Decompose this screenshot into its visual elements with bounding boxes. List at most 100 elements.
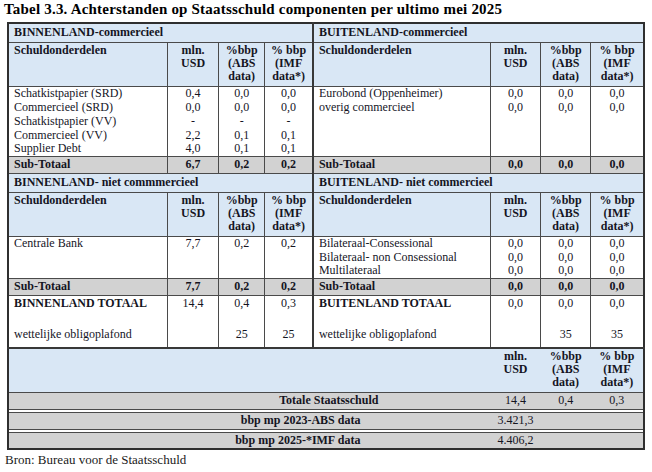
- summary-value: [541, 432, 591, 449]
- total-value: 14,4: [167, 295, 218, 312]
- row-value: 0,0: [591, 86, 644, 100]
- subtotal-label: Sub-Totaal: [8, 278, 167, 295]
- row-label: [8, 250, 167, 264]
- total-value: 0,3: [265, 295, 313, 312]
- summary-label: bbp mp 2023-ABS data: [8, 412, 490, 429]
- total-value: 0,0: [591, 295, 644, 312]
- row-value: 0,0: [490, 264, 540, 278]
- section-header-binnenland-niet-commercieel: BINNENLAND- niet commmercieel: [8, 173, 313, 192]
- row-value: 0,0: [541, 264, 591, 278]
- total-row: BINNENLAND TOTAAL 14,4 0,4 0,3 BUITENLAN…: [8, 295, 644, 312]
- row-label: Schatkistpapier (SRD): [8, 86, 167, 100]
- row-value: 0,0: [591, 264, 644, 278]
- row-value: [490, 128, 540, 142]
- source-note: Bron: Bureau voor de Staatsschuld: [5, 452, 186, 468]
- subtotal-value: 0,0: [591, 278, 644, 295]
- row-value: 0,1: [219, 142, 265, 156]
- table-row: Commercieel (SRD) 0,0 0,0 0,0 overig com…: [8, 100, 644, 114]
- column-header-row: Schuldonderdelen mln. USD %bbp (ABS data…: [8, 42, 644, 86]
- column-header-row: Schuldonderdelen mln. USD %bbp (ABS data…: [8, 192, 644, 236]
- column-header: Schuldonderdelen: [313, 42, 491, 86]
- row-value: [490, 142, 540, 156]
- ceiling-label: wettelijke obligoplafond: [313, 312, 491, 348]
- subtotal-label: Sub-Totaal: [8, 156, 167, 173]
- row-value: -: [219, 114, 265, 128]
- subtotal-value: 0,0: [541, 156, 591, 173]
- row-value: [541, 114, 591, 128]
- summary-value: [541, 412, 591, 429]
- row-value: 0,1: [265, 128, 313, 142]
- row-label: Bilateraal- non Consessional: [313, 250, 491, 264]
- ceiling-row: wettelijke obligoplafond 25 25 wettelijk…: [8, 312, 644, 348]
- row-value: [265, 264, 313, 278]
- ceiling-value: [167, 312, 218, 348]
- row-value: [490, 114, 540, 128]
- page: Tabel 3.3. Achterstanden op Staatsschuld…: [0, 0, 652, 472]
- ceiling-value: 25: [265, 312, 313, 348]
- row-value: [541, 142, 591, 156]
- column-header: mln. USD: [490, 348, 540, 392]
- row-value: 0,0: [167, 100, 218, 114]
- row-value: [591, 142, 644, 156]
- row-value: [591, 114, 644, 128]
- column-header: %bbp (ABS data): [219, 192, 265, 236]
- total-label: BINNENLAND TOTAAL: [8, 295, 167, 312]
- column-header: Schuldonderdelen: [8, 42, 167, 86]
- row-value: 0,0: [490, 86, 540, 100]
- row-value: 0,0: [219, 86, 265, 100]
- subtotal-value: 0,2: [219, 156, 265, 173]
- summary-value: 0,3: [591, 392, 644, 409]
- ceiling-value: [490, 312, 540, 348]
- ceiling-value: 25: [219, 312, 265, 348]
- total-value: 0,4: [219, 295, 265, 312]
- summary-header-row: mln. USD %bbp (ABS data) % bbp (IMF data…: [8, 348, 644, 392]
- table-row: Schatkistpapier (SRD) 0,4 0,0 0,0 Eurobo…: [8, 86, 644, 100]
- column-header: % bbp (IMF data*): [591, 192, 644, 236]
- column-header: mln. USD: [490, 192, 540, 236]
- total-label: BUITENLAND TOTAAL: [313, 295, 491, 312]
- row-value: -: [265, 114, 313, 128]
- subtotal-value: 0,2: [265, 278, 313, 295]
- row-value: 0,4: [167, 86, 218, 100]
- summary-label: bbp mp 2025-*IMF data: [8, 432, 490, 449]
- row-value: 0,0: [219, 100, 265, 114]
- summary-row: Totale Staatsschuld 14,4 0,4 0,3: [8, 392, 644, 409]
- column-header: %bbp (ABS data): [541, 42, 591, 86]
- row-label: overig commercieel: [313, 100, 491, 114]
- row-value: 0,0: [490, 100, 540, 114]
- subtotal-value: 0,0: [591, 156, 644, 173]
- row-value: 0,0: [541, 86, 591, 100]
- row-value: 0,1: [219, 128, 265, 142]
- row-value: [265, 250, 313, 264]
- row-label: [8, 264, 167, 278]
- row-value: [541, 128, 591, 142]
- column-header: Schuldonderdelen: [8, 192, 167, 236]
- summary-value: [591, 412, 644, 429]
- summary-label: Totale Staatsschuld: [8, 392, 490, 409]
- subtotal-row: Sub-Totaal 6,7 0,2 0,2 Sub-Totaal 0,0 0,…: [8, 156, 644, 173]
- subtotal-label: Sub-Totaal: [313, 156, 491, 173]
- row-label: [313, 114, 491, 128]
- row-value: 0,0: [591, 250, 644, 264]
- row-value: 7,7: [167, 236, 218, 250]
- row-label: Eurobond (Oppenheimer): [313, 86, 491, 100]
- row-value: [219, 264, 265, 278]
- row-value: 0,0: [541, 250, 591, 264]
- column-header: mln. USD: [167, 42, 218, 86]
- summary-row: bbp mp 2023-ABS data 3.421,3: [8, 412, 644, 429]
- subtotal-label: Sub-Totaal: [313, 278, 491, 295]
- row-value: 0,2: [265, 236, 313, 250]
- ceiling-label: wettelijke obligoplafond: [8, 312, 167, 348]
- subtotal-value: 6,7: [167, 156, 218, 173]
- row-value: [167, 264, 218, 278]
- subtotal-value: 7,7: [167, 278, 218, 295]
- subtotal-value: 0,2: [265, 156, 313, 173]
- row-value: 0,0: [490, 250, 540, 264]
- table-row: Centrale Bank 7,7 0,2 0,2 Bilateraal-Con…: [8, 236, 644, 250]
- summary-row: bbp mp 2025-*IMF data 4.406,2: [8, 432, 644, 449]
- section-header-buitenland-niet-commercieel: BUITENLAND- niet commercieel: [313, 173, 644, 192]
- row-value: 0,0: [541, 236, 591, 250]
- row-label: [313, 128, 491, 142]
- subtotal-value: 0,0: [490, 156, 540, 173]
- table-title: Tabel 3.3. Achterstanden op Staatsschuld…: [4, 1, 502, 18]
